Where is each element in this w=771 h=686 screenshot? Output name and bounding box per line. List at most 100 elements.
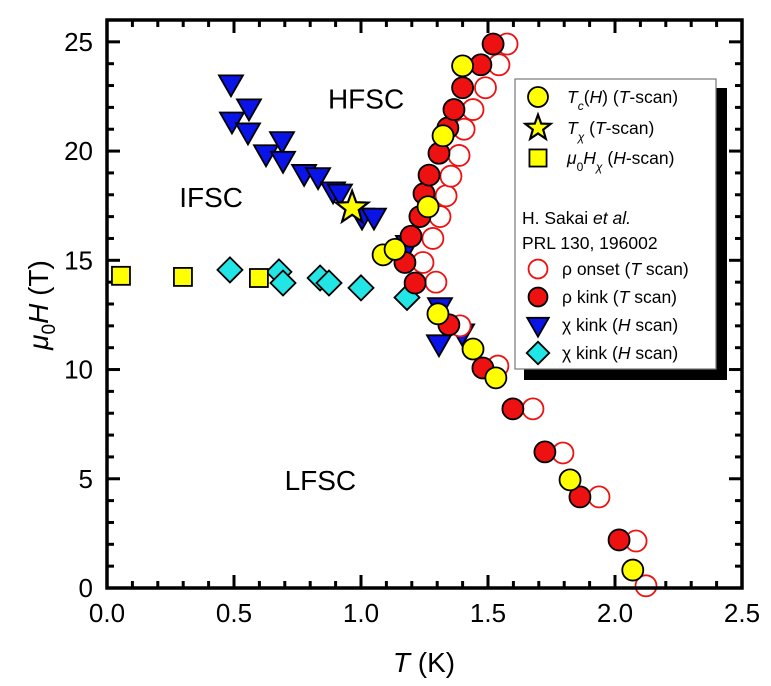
data-point-triangle-down — [217, 74, 245, 99]
y-tick-label: 0 — [79, 573, 93, 603]
legend-label: Tc(H) (T-scan) — [567, 87, 678, 113]
data-point-circle — [621, 558, 645, 582]
legend-reference-journal: PRL 130, 196002 — [522, 233, 658, 253]
x-axis-title: T (K) — [393, 647, 455, 678]
legend-label-part: -scan) — [626, 148, 675, 168]
legend-marker-star — [522, 111, 554, 142]
legend-label-part: H — [618, 343, 631, 363]
data-series — [111, 32, 658, 598]
y-axis-title: μ0H (T) — [23, 260, 60, 351]
legend-label-part: T — [567, 118, 579, 138]
data-point-circle-open — [421, 227, 445, 250]
data-point-circle — [383, 237, 407, 261]
legend-label-part: scan) — [631, 343, 679, 363]
data-point-diamond — [315, 269, 343, 297]
x-tick-label: 0.5 — [216, 598, 252, 628]
legend-label-part: T — [630, 259, 642, 279]
data-point-square — [111, 265, 131, 286]
data-point-circle — [607, 528, 631, 552]
legend-label: χ kink (H scan) — [562, 343, 678, 363]
legend-label: ρ kink (T scan) — [562, 287, 677, 307]
data-point-triangle-down — [268, 131, 296, 155]
legend-label-part: χ — [595, 160, 603, 174]
data-point-circle — [481, 32, 505, 56]
x-tick-label: 1.5 — [470, 598, 506, 628]
legend-label-part: -scan) — [606, 118, 655, 138]
data-point-circle — [431, 124, 455, 148]
legend-label-part: T — [595, 118, 607, 138]
x-tick-label: 2.5 — [724, 598, 760, 628]
x-tick-label: 2.0 — [597, 598, 633, 628]
data-point-circle — [416, 195, 440, 219]
data-point-square — [173, 267, 193, 287]
legend-label-part: T — [619, 287, 631, 307]
legend-label-part: χ — [577, 130, 585, 144]
y-tick-label: 10 — [64, 355, 93, 385]
x-axis-title-var: T — [393, 647, 412, 678]
data-point-square — [248, 268, 269, 288]
series-6-kink-h-scan — [216, 256, 421, 312]
legend-label: χ kink (H scan) — [562, 315, 678, 335]
legend-label-part: -scan) — [629, 87, 678, 107]
legend-label: Tχ (T-scan) — [567, 118, 654, 144]
legend-label-part: scan) — [629, 287, 677, 307]
legend-marker-triangle-down — [525, 316, 551, 339]
data-point-triangle-down — [425, 334, 453, 359]
data-point-circle-open — [634, 574, 658, 598]
y-tick-labels: 0 5 10 15 20 25 — [64, 27, 93, 603]
region-label-lfsc: LFSC — [285, 465, 357, 496]
y-tick-label: 5 — [79, 464, 93, 494]
legend-label-part: scan) — [631, 315, 679, 335]
data-point-circle-open — [474, 76, 497, 100]
region-labels: HFSC IFSC LFSC — [179, 84, 404, 496]
data-point-diamond — [216, 256, 244, 284]
legend-marker-circle — [527, 86, 549, 108]
data-point-triangle-down — [269, 150, 297, 175]
y-axis-title-var: H — [23, 303, 54, 324]
data-point-diamond — [347, 274, 375, 302]
data-point-circle-open — [521, 397, 545, 421]
data-point-circle — [568, 485, 592, 509]
legend-reference-authors-plain: H. Sakai — [522, 208, 593, 228]
x-tick-labels: 0.0 0.5 1.0 1.5 2.0 2.5 — [89, 598, 760, 628]
y-axis-title-sub: 0 — [39, 324, 60, 335]
data-point-triangle-down — [326, 183, 354, 208]
data-point-circle — [461, 337, 485, 361]
legend-label-part: ρ onset ( — [562, 259, 630, 279]
legend-label: μ0Hχ (H-scan) — [566, 148, 674, 174]
legend-box — [514, 78, 717, 370]
region-label-ifsc: IFSC — [179, 182, 243, 213]
legend-label-part: H — [613, 148, 626, 168]
data-point-triangle-down — [235, 98, 263, 123]
legend-marker-circle-open — [527, 258, 549, 280]
data-point-circle — [484, 366, 508, 390]
legend-label-part: χ kink ( — [562, 343, 618, 363]
plot-frame — [105, 18, 744, 590]
legend-label-part: ρ kink ( — [562, 287, 619, 307]
data-point-circle — [451, 76, 475, 100]
data-point-circle — [501, 397, 525, 421]
legend-label-part: 0 — [577, 160, 584, 174]
data-point-circle-open — [439, 164, 463, 188]
data-point-circle-open — [587, 485, 611, 509]
data-point-triangle-down — [234, 122, 262, 147]
legend-label-part: χ kink ( — [562, 315, 618, 335]
legend-label-part: H — [590, 87, 603, 107]
y-tick-label: 15 — [64, 245, 93, 275]
x-tick-label: 1.0 — [343, 598, 379, 628]
data-point-triangle-down — [360, 207, 388, 232]
legend-label-part: c — [578, 99, 584, 113]
legend-marker-circle — [527, 286, 549, 308]
y-axis-title-mu: μ — [23, 335, 54, 351]
legend-label-part: H — [583, 148, 596, 168]
legend-label: ρ onset (T scan) — [562, 259, 689, 279]
data-point-circle — [399, 224, 423, 248]
data-point-circle — [426, 302, 450, 326]
data-point-circle — [533, 440, 557, 464]
legend-reference-authors: H. Sakai et al. — [522, 208, 631, 228]
y-tick-label: 25 — [64, 27, 93, 57]
data-point-circle-open — [461, 98, 485, 121]
data-point-circle — [442, 98, 466, 121]
legend-label-part: ) ( — [602, 87, 619, 107]
region-label-hfsc: HFSC — [328, 84, 404, 115]
